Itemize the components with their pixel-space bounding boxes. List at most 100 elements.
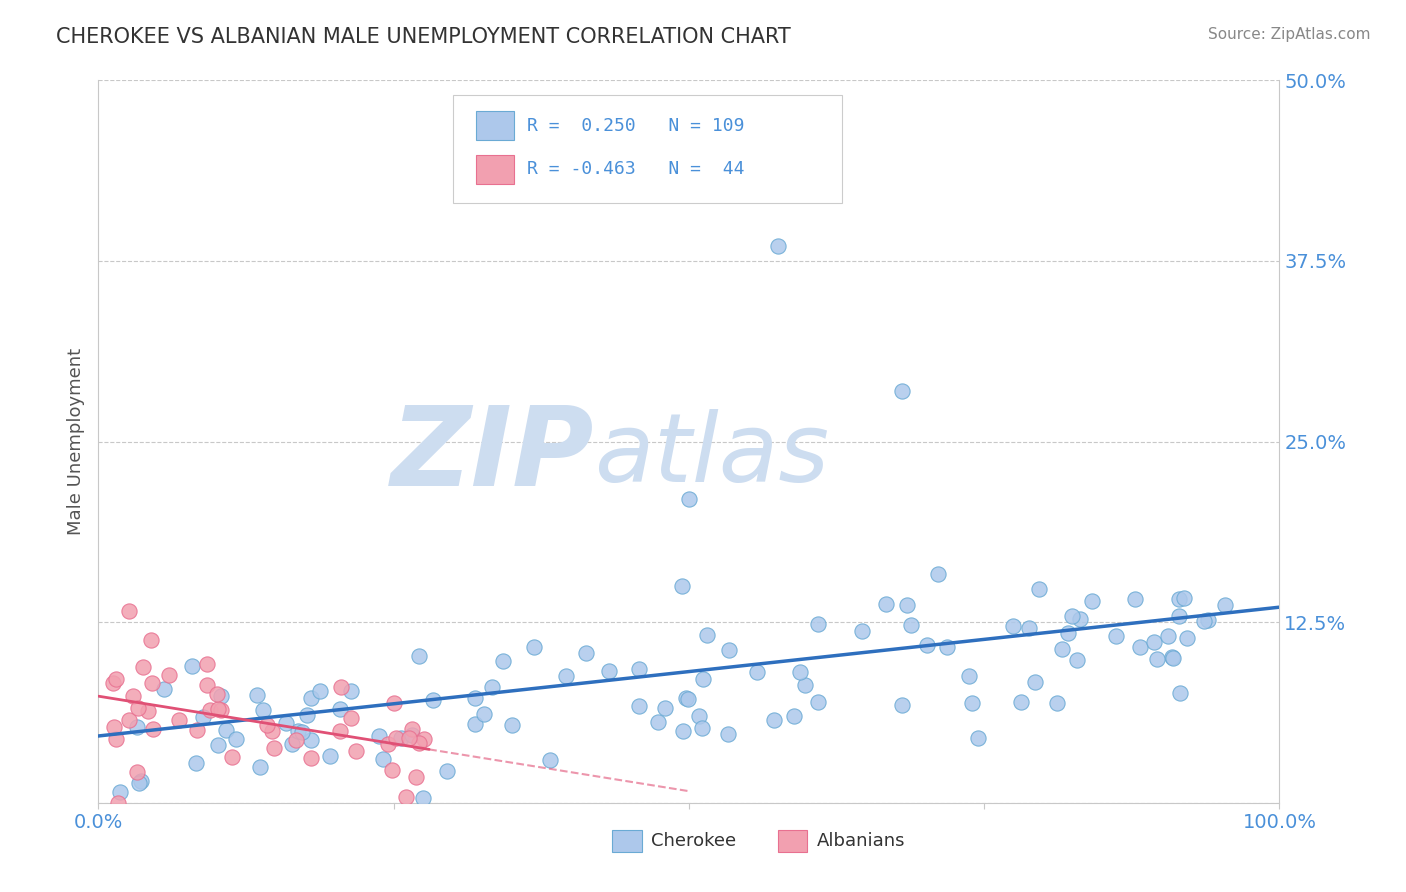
Point xyxy=(205,687,228,701)
Point xyxy=(132,660,155,674)
Text: atlas: atlas xyxy=(595,409,830,502)
Point xyxy=(523,640,546,654)
Point xyxy=(385,731,408,746)
Point xyxy=(389,731,412,745)
Point xyxy=(472,707,495,722)
Point xyxy=(319,749,342,764)
Point xyxy=(692,672,714,686)
Point xyxy=(401,728,423,742)
Point xyxy=(186,723,208,738)
FancyBboxPatch shape xyxy=(778,830,807,852)
Point xyxy=(104,672,127,686)
Point xyxy=(141,676,163,690)
Point xyxy=(1143,635,1166,649)
Point xyxy=(367,729,389,743)
Point xyxy=(690,721,713,735)
Point xyxy=(967,731,990,746)
Point xyxy=(628,699,651,714)
Point xyxy=(1066,653,1088,667)
Point xyxy=(129,773,152,788)
Point xyxy=(329,724,352,739)
Point xyxy=(127,701,149,715)
Point xyxy=(672,723,695,738)
Point xyxy=(1057,625,1080,640)
Point xyxy=(598,664,620,678)
Point xyxy=(676,692,699,706)
Point xyxy=(1146,652,1168,666)
Point xyxy=(1046,696,1069,710)
Point xyxy=(299,732,322,747)
Point xyxy=(1175,631,1198,645)
Point xyxy=(297,707,319,722)
Point xyxy=(789,665,811,679)
Point xyxy=(309,683,332,698)
Point xyxy=(671,579,693,593)
Text: ZIP: ZIP xyxy=(391,402,595,509)
Point xyxy=(647,714,669,729)
Point xyxy=(152,682,174,697)
Point xyxy=(807,616,830,631)
Point xyxy=(198,703,221,717)
Point xyxy=(169,713,191,727)
Point xyxy=(1060,609,1083,624)
Point xyxy=(654,701,676,715)
Text: R = -0.463   N =  44: R = -0.463 N = 44 xyxy=(527,161,745,178)
Point xyxy=(1173,591,1195,605)
Point xyxy=(900,618,922,632)
Point xyxy=(1161,650,1184,665)
Point xyxy=(501,718,523,732)
Point xyxy=(405,770,427,784)
Point xyxy=(291,724,314,739)
FancyBboxPatch shape xyxy=(477,112,515,140)
Point xyxy=(408,736,430,750)
Point xyxy=(851,624,873,639)
Point xyxy=(1168,592,1191,607)
Point xyxy=(398,731,420,745)
Point xyxy=(481,680,503,694)
Point xyxy=(104,731,127,746)
Point xyxy=(329,702,352,716)
Point xyxy=(477,174,499,188)
Point xyxy=(1197,613,1219,627)
Point xyxy=(555,669,578,683)
Text: Source: ZipAtlas.com: Source: ZipAtlas.com xyxy=(1208,27,1371,42)
Point xyxy=(195,657,218,671)
Point xyxy=(107,796,129,810)
Point xyxy=(464,690,486,705)
Point xyxy=(896,598,918,612)
Point xyxy=(745,665,768,679)
Point xyxy=(890,384,912,398)
Point xyxy=(1050,641,1073,656)
Point xyxy=(575,646,598,660)
Point xyxy=(221,750,243,764)
Point xyxy=(329,680,352,694)
Point xyxy=(1002,618,1025,632)
Point xyxy=(1156,629,1178,643)
Point xyxy=(960,696,983,710)
Point xyxy=(408,649,430,664)
Point xyxy=(382,696,405,710)
Point xyxy=(464,717,486,731)
Point xyxy=(125,765,148,780)
Point xyxy=(118,604,141,618)
Point xyxy=(1080,593,1102,607)
Point xyxy=(1129,640,1152,654)
Point xyxy=(285,733,308,747)
Point xyxy=(675,691,697,706)
Point xyxy=(436,764,458,779)
Point xyxy=(215,723,238,738)
Point xyxy=(1170,686,1192,700)
Point xyxy=(766,239,789,253)
Point xyxy=(377,737,399,751)
Point xyxy=(538,753,561,767)
Point xyxy=(1161,651,1184,665)
Point xyxy=(678,492,700,507)
Text: Cherokee: Cherokee xyxy=(651,832,737,850)
Text: CHEROKEE VS ALBANIAN MALE UNEMPLOYMENT CORRELATION CHART: CHEROKEE VS ALBANIAN MALE UNEMPLOYMENT C… xyxy=(56,27,792,46)
FancyBboxPatch shape xyxy=(612,830,641,852)
Point xyxy=(263,740,285,755)
Point xyxy=(207,702,229,716)
Point xyxy=(246,688,269,702)
Point xyxy=(195,678,218,692)
Point xyxy=(1194,615,1216,629)
